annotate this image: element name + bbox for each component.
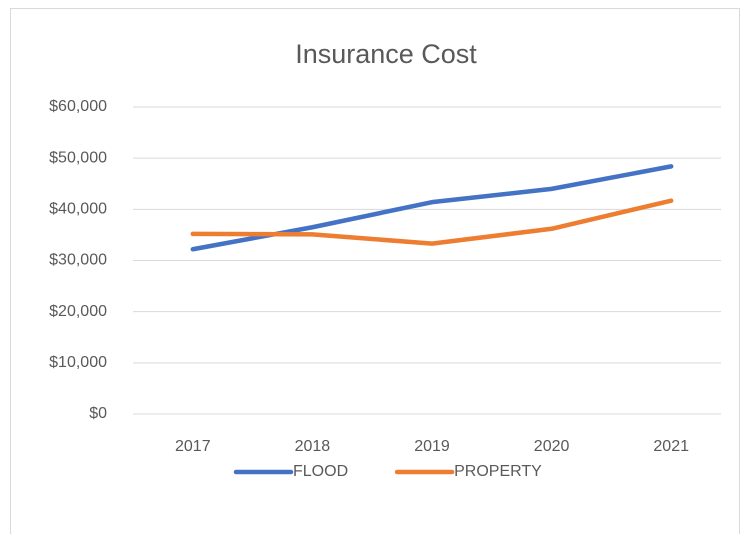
y-tick-label: $20,000 [49,303,107,320]
y-tick-label: $60,000 [49,98,107,115]
x-tick-label: 2021 [653,438,689,455]
y-tick-label: $30,000 [49,252,107,269]
y-tick-label: $0 [89,405,107,422]
y-tick-label: $50,000 [49,149,107,166]
x-tick-label: 2019 [414,438,450,455]
x-tick-label: 2020 [534,438,570,455]
legend-label: PROPERTY [454,463,542,480]
x-tick-label: 2018 [295,438,331,455]
chart-title: Insurance Cost [295,39,477,69]
x-tick-label: 2017 [175,438,211,455]
y-tick-label: $10,000 [49,354,107,371]
legend-label: FLOOD [293,463,348,480]
series-line [190,198,674,246]
y-tick-label: $40,000 [49,201,107,218]
chart-frame [10,8,740,534]
